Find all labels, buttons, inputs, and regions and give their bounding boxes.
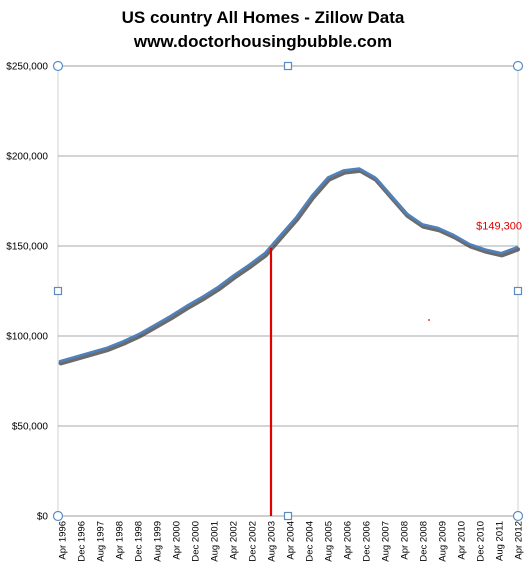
x-tick-label: Aug 2003 (267, 521, 278, 562)
series-line-shadow (58, 168, 521, 366)
x-axis-ticks: Apr 1996 Dec 1996 Aug 1997 Apr 1998 Dec 1998… (58, 521, 525, 562)
x-tick-label: Apr 2002 (229, 521, 240, 560)
stray-dot (428, 319, 430, 321)
x-tick-label: Aug 2001 (210, 521, 221, 562)
annotation-last-value: $149,300 (476, 220, 522, 232)
x-tick-label: Apr 2010 (457, 521, 468, 560)
corner-resize-handle[interactable] (52, 60, 64, 72)
x-tick-label: Aug 2009 (438, 521, 449, 562)
corner-resize-handle[interactable] (512, 510, 524, 522)
x-tick-label: Apr 2008 (400, 521, 411, 560)
x-tick-label: Aug 1997 (96, 521, 107, 562)
corner-resize-handle[interactable] (52, 510, 64, 522)
x-tick-label: Apr 2006 (343, 521, 354, 560)
y-axis-ticks: $0 $50,000 $100,000 $150,000 $200,000 $250,00… (6, 62, 48, 523)
edge-resize-handle[interactable] (283, 511, 293, 521)
x-tick-label: Aug 1999 (153, 521, 164, 562)
x-tick-label: Dec 1996 (77, 521, 88, 562)
x-tick-label: Dec 2000 (191, 521, 202, 562)
x-tick-label: Dec 2010 (476, 521, 487, 562)
selection-handles[interactable] (52, 60, 524, 522)
y-tick-label: $100,000 (6, 332, 48, 343)
x-tick-label: Aug 2005 (324, 521, 335, 562)
edge-resize-handle[interactable] (283, 61, 293, 71)
grid-lines (58, 65, 518, 517)
chart-title: US country All Homes - Zillow Data (121, 8, 405, 27)
corner-resize-handle[interactable] (512, 60, 524, 72)
x-tick-label: Aug 2007 (381, 521, 392, 562)
x-tick-label: Apr 2004 (286, 521, 297, 560)
chart-title-block: US country All Homes - Zillow Data www.d… (0, 6, 526, 54)
y-tick-label: $250,000 (6, 62, 48, 73)
x-tick-label: Apr 1996 (58, 521, 69, 560)
y-tick-label: $50,000 (12, 422, 49, 433)
x-tick-label: Dec 1998 (134, 521, 145, 562)
y-tick-label: $150,000 (6, 242, 48, 253)
edge-resize-handle[interactable] (513, 286, 523, 296)
chart-subtitle: www.doctorhousingbubble.com (133, 32, 393, 51)
x-tick-label: Apr 1998 (115, 521, 126, 560)
x-tick-label: Dec 2002 (248, 521, 259, 562)
edge-resize-handle[interactable] (53, 286, 63, 296)
y-tick-label: $200,000 (6, 152, 48, 163)
plot-area-frame (57, 65, 519, 517)
x-tick-label: Apr 2012 (514, 521, 525, 560)
x-tick-label: Dec 2004 (305, 521, 316, 562)
x-tick-label: Aug 2011 (495, 521, 506, 561)
x-tick-label: Dec 2006 (362, 521, 373, 562)
x-tick-label: Dec 2008 (419, 521, 430, 562)
series-line (58, 167, 519, 363)
y-tick-label: $0 (37, 512, 49, 523)
x-tick-label: Apr 2000 (172, 521, 183, 560)
